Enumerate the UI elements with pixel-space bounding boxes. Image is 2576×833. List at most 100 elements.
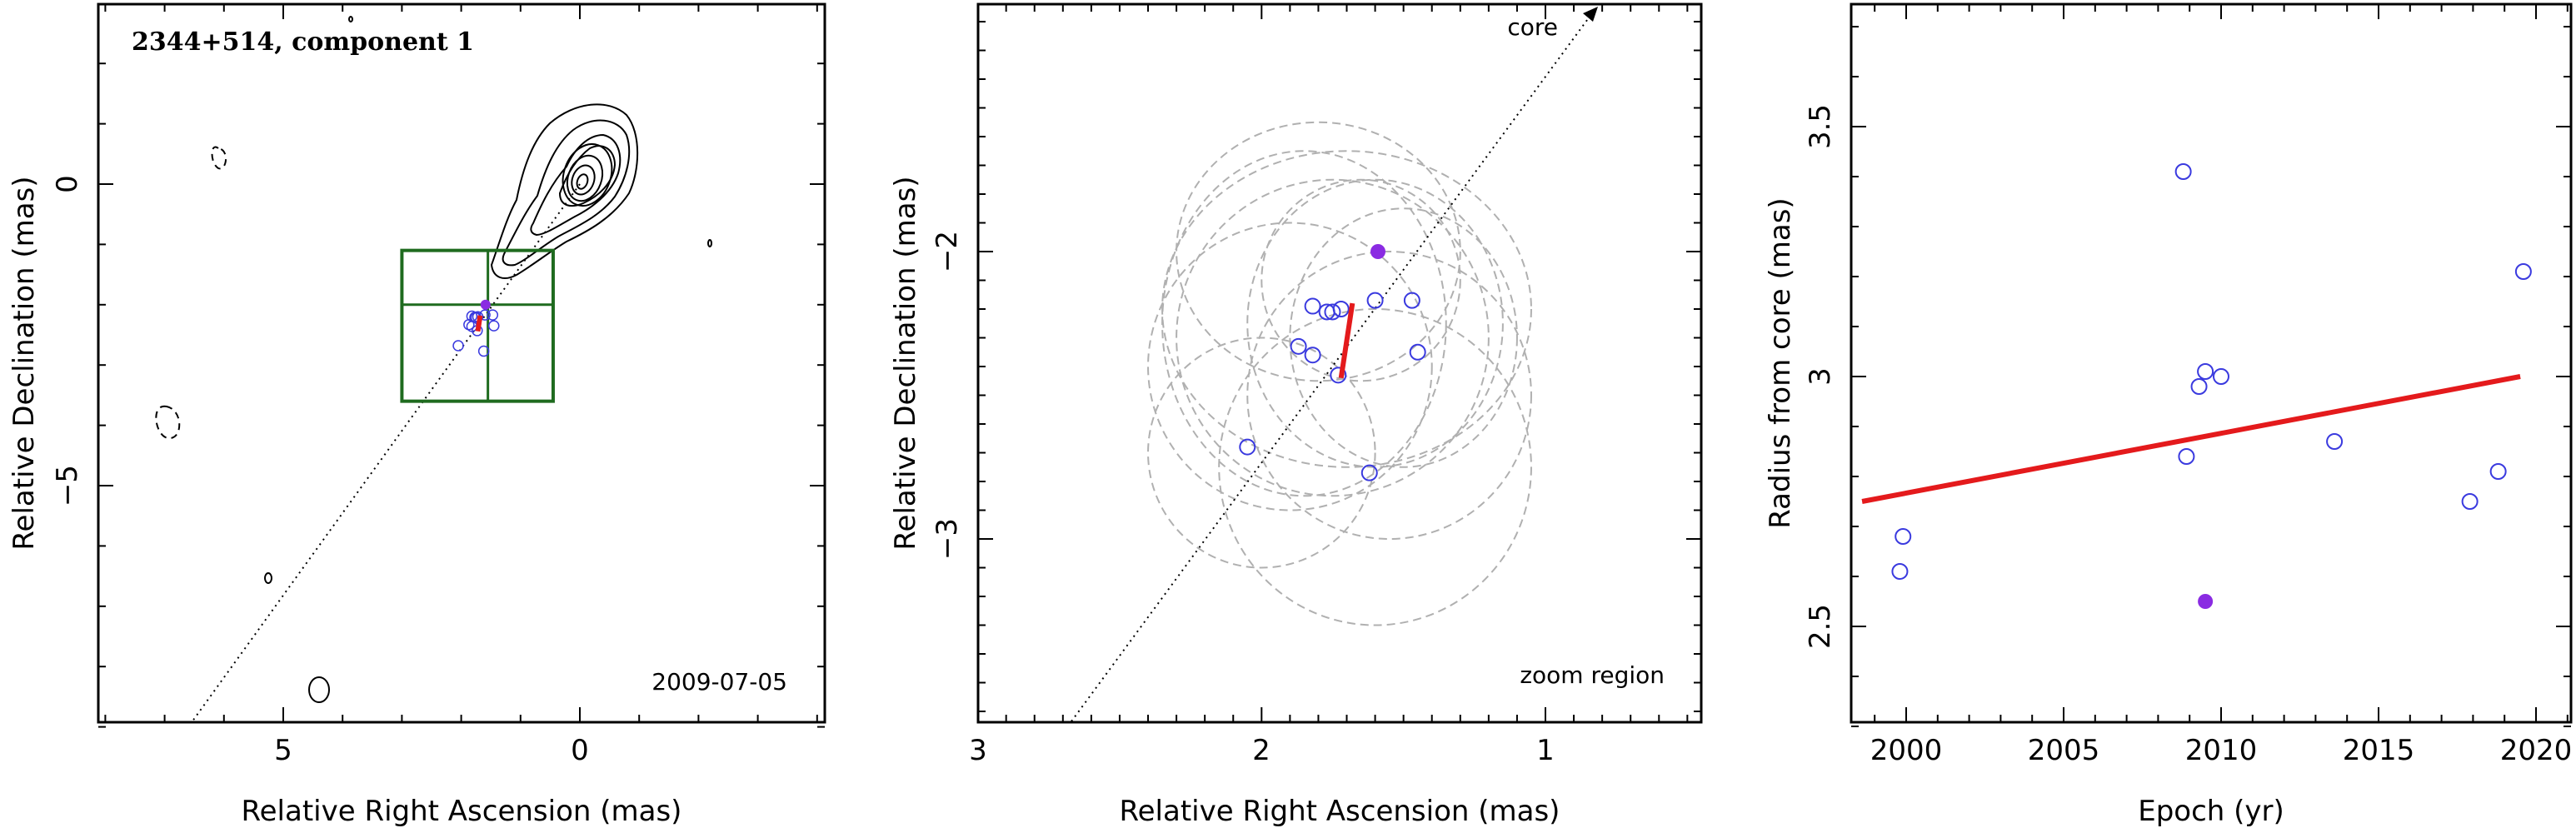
- data-point: [2178, 448, 2195, 465]
- error-ellipse: [1147, 222, 1433, 511]
- data-point: [1403, 292, 1420, 309]
- error-ellipse: [1218, 308, 1532, 626]
- panel-3-ytick-label: 3.5: [1804, 104, 1837, 149]
- error-ellipse: [1147, 337, 1376, 569]
- contour-small-4: [348, 16, 353, 22]
- data-point: [1360, 464, 1378, 481]
- data-point: [1239, 438, 1256, 456]
- panel-1-ytick-label: −5: [51, 465, 84, 506]
- panel-2-xtick-label: 1: [1536, 734, 1555, 767]
- fit-segment: [475, 315, 483, 332]
- error-ellipse: [1161, 150, 1447, 497]
- panel-3-frame: [1850, 2, 2573, 724]
- panel-3-ytick-label: 3: [1804, 367, 1837, 386]
- contour-2: [502, 119, 631, 267]
- panel-3-xtick-label: 2010: [2185, 734, 2258, 767]
- panel-1-xtick-label: 5: [274, 734, 292, 767]
- panel-2-xtick-label: 2: [1252, 734, 1271, 767]
- panel-3-xtick-label: 2015: [2343, 734, 2415, 767]
- data-point: [2461, 493, 2479, 510]
- jet-direction-line: [190, 183, 581, 722]
- panel-2-ytick-label: −2: [931, 231, 964, 272]
- fit-segment: [1338, 302, 1355, 379]
- contour-3: [530, 133, 622, 237]
- contour-outer: [490, 103, 639, 279]
- panel-3-ytick-label: 2.5: [1804, 604, 1837, 649]
- panel-1-ticks: [98, 4, 825, 728]
- data-point: [487, 309, 499, 321]
- contour-6: [566, 154, 604, 202]
- highlight-point: [2198, 594, 2214, 609]
- data-point: [2190, 378, 2208, 395]
- data-point: [1304, 347, 1321, 364]
- panel-3-points: [1891, 163, 2532, 609]
- data-point: [1330, 367, 1347, 384]
- error-ellipse: [1261, 178, 1461, 382]
- panel-3-xtick-label: 2020: [2500, 734, 2573, 767]
- highlight-point: [480, 299, 491, 310]
- contour-dashed-2: [155, 405, 181, 439]
- jet-direction-line: [1071, 16, 1590, 722]
- data-point: [1891, 563, 1909, 580]
- data-point: [1324, 303, 1341, 321]
- error-ellipse: [1176, 178, 1490, 497]
- panel-1-ylabel: Relative Declination (mas): [7, 176, 41, 550]
- data-point: [1332, 301, 1350, 317]
- zoom-box-rect: [400, 248, 555, 403]
- contour-small-1: [308, 676, 330, 703]
- panel-2: core zoom region 3 2 1 −2 −3 Relative Ri…: [889, 2, 1703, 828]
- data-point: [1895, 528, 1912, 545]
- data-point: [452, 340, 464, 352]
- panel-1-xtick-label: 0: [571, 734, 589, 767]
- data-point: [1409, 343, 1426, 361]
- contour-small-3: [707, 239, 712, 247]
- data-point: [488, 320, 500, 332]
- highlight-point: [1370, 244, 1385, 259]
- panel-3-xlabel: Epoch (yr): [2138, 795, 2284, 828]
- contour-5: [562, 143, 613, 207]
- error-ellipses: [1147, 121, 1532, 626]
- contour-8: [576, 173, 589, 190]
- panel-1-title: 2344+514, component 1: [132, 27, 474, 57]
- panel-2-points: [1239, 244, 1426, 481]
- panel-1-frame: [97, 2, 826, 724]
- core-label: core: [1507, 13, 1558, 41]
- data-point: [1290, 337, 1307, 355]
- panel-3-ticks: [1851, 4, 2571, 727]
- data-point: [2326, 433, 2344, 450]
- data-point: [1304, 297, 1321, 315]
- panel-3: 2000 2005 2010 2015 2020 2.5 3 3.5 Epoch…: [1764, 2, 2573, 828]
- fit-line: [1861, 374, 2521, 504]
- error-ellipse: [1246, 251, 1532, 540]
- zoom-region-label: zoom region: [1520, 661, 1665, 689]
- panel-1: 2344+514, component 1 2009-07-05 5 0 0 −…: [7, 2, 826, 828]
- panel-1-ytick-label: 0: [51, 175, 84, 193]
- data-point: [2213, 368, 2229, 385]
- error-ellipse: [1289, 207, 1518, 468]
- contour-7: [571, 164, 596, 196]
- panel-2-xlabel: Relative Right Ascension (mas): [1120, 795, 1560, 828]
- data-point: [2174, 163, 2192, 180]
- panel-3-xtick-label: 2005: [2028, 734, 2100, 767]
- zoom-box: [400, 248, 555, 403]
- data-point: [477, 345, 490, 357]
- panel-2-xtick-label: 3: [969, 734, 987, 767]
- data-point: [2489, 463, 2507, 480]
- date-label: 2009-07-05: [651, 668, 787, 696]
- panel-3-xtick-label: 2000: [1870, 734, 1943, 767]
- panel-1-xlabel: Relative Right Ascension (mas): [242, 795, 682, 828]
- error-ellipse: [1176, 121, 1461, 382]
- panel-2-ytick-label: −3: [931, 518, 964, 560]
- panel-2-ticks: [976, 4, 1701, 722]
- core-arrow-icon: [1583, 7, 1598, 22]
- data-point: [479, 309, 491, 321]
- panel-3-ylabel: Radius from core (mas): [1764, 197, 1797, 528]
- data-point: [2197, 363, 2214, 380]
- contour-small-2: [264, 572, 272, 584]
- data-point: [2514, 263, 2532, 280]
- data-point: [1366, 292, 1384, 309]
- panel-2-ylabel: Relative Declination (mas): [889, 176, 922, 550]
- panel-2-frame: [976, 2, 1703, 724]
- error-ellipse: [1161, 150, 1532, 468]
